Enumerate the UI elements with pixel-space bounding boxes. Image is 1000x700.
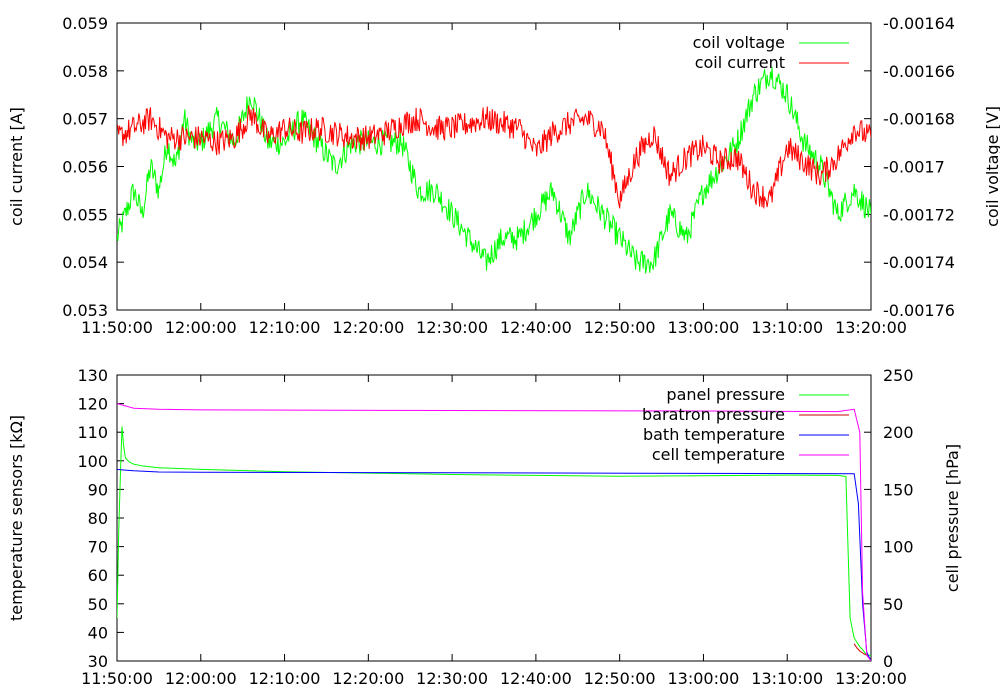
series-line-cell-temperature bbox=[117, 403, 871, 661]
x-tick-label: 11:50:00 bbox=[81, 318, 153, 337]
legend-label: coil current bbox=[695, 53, 785, 72]
y-axis-label: temperature sensors [kΩ] bbox=[7, 415, 26, 621]
y-tick-label: 70 bbox=[88, 538, 108, 557]
y-tick-label: 0.055 bbox=[62, 205, 108, 224]
x-tick-label: 12:00:00 bbox=[165, 318, 237, 337]
x-tick-label: 12:30:00 bbox=[416, 669, 488, 688]
chart-1: 11:50:00 12:00:00 12:10:00 12:20:00 12:30:00… bbox=[7, 366, 962, 688]
series-line-baratron-pressure bbox=[853, 643, 869, 656]
x-tick-label: 13:20:00 bbox=[835, 318, 907, 337]
y2-tick-label: -0.00164 bbox=[883, 14, 955, 33]
legend-label: bath temperature bbox=[643, 425, 785, 444]
x-tick-label: 13:00:00 bbox=[668, 318, 740, 337]
y2-tick-label: 0 bbox=[883, 652, 893, 671]
x-tick-label: 12:20:00 bbox=[332, 318, 404, 337]
y-tick-label: 90 bbox=[88, 480, 108, 499]
y-tick-label: 0.057 bbox=[62, 110, 108, 129]
y2-tick-label: 100 bbox=[883, 538, 914, 557]
y2-tick-label: 250 bbox=[883, 366, 914, 385]
x-tick-label: 13:00:00 bbox=[668, 669, 740, 688]
x-tick-label: 12:50:00 bbox=[584, 318, 656, 337]
x-tick-label: 12:10:00 bbox=[249, 318, 321, 337]
y-tick-label: 100 bbox=[77, 452, 108, 471]
y2-tick-label: -0.0017 bbox=[883, 158, 945, 177]
y2-tick-label: -0.00166 bbox=[883, 62, 955, 81]
y2-tick-label: 50 bbox=[883, 595, 903, 614]
series-line-coil-voltage bbox=[117, 67, 871, 274]
y-tick-label: 50 bbox=[88, 595, 108, 614]
y2-axis-label: cell pressure [hPa] bbox=[943, 444, 962, 592]
y-axis-label: coil current [A] bbox=[7, 107, 26, 226]
y2-tick-label: -0.00176 bbox=[883, 301, 955, 320]
chart-0: 11:50:00 12:00:00 12:10:00 12:20:00 12:30:00… bbox=[7, 14, 1000, 337]
x-tick-label: 11:50:00 bbox=[81, 669, 153, 688]
x-tick-label: 13:10:00 bbox=[751, 669, 823, 688]
x-tick-label: 13:20:00 bbox=[835, 669, 907, 688]
x-tick-label: 12:20:00 bbox=[332, 669, 404, 688]
y-tick-label: 120 bbox=[77, 395, 108, 414]
y-tick-label: 60 bbox=[88, 566, 108, 585]
x-tick-label: 13:10:00 bbox=[751, 318, 823, 337]
x-tick-label: 12:10:00 bbox=[249, 669, 321, 688]
series-line-bath-temperature bbox=[117, 468, 871, 661]
y-tick-label: 30 bbox=[88, 652, 108, 671]
y-tick-label: 0.059 bbox=[62, 14, 108, 33]
x-tick-label: 12:30:00 bbox=[416, 318, 488, 337]
y-tick-label: 0.058 bbox=[62, 62, 108, 81]
y-tick-label: 110 bbox=[77, 423, 108, 442]
y2-axis-label: coil voltage [V] bbox=[983, 106, 1000, 227]
y2-tick-label: -0.00174 bbox=[883, 253, 955, 272]
series-line-coil-current bbox=[117, 105, 871, 209]
x-tick-label: 12:00:00 bbox=[165, 669, 237, 688]
legend-label: cell temperature bbox=[652, 445, 785, 464]
x-tick-label: 12:40:00 bbox=[500, 318, 572, 337]
legend-label: baratron pressure bbox=[642, 405, 785, 424]
y-tick-label: 130 bbox=[77, 366, 108, 385]
legend-label: panel pressure bbox=[666, 385, 785, 404]
y-tick-label: 80 bbox=[88, 509, 108, 528]
y-tick-label: 0.053 bbox=[62, 301, 108, 320]
x-tick-label: 12:40:00 bbox=[500, 669, 572, 688]
y2-tick-label: -0.00172 bbox=[883, 205, 955, 224]
y-tick-label: 40 bbox=[88, 623, 108, 642]
y2-tick-label: 150 bbox=[883, 480, 914, 499]
series-line-panel-pressure bbox=[117, 426, 871, 656]
y2-tick-label: -0.00168 bbox=[883, 110, 955, 129]
y-tick-label: 0.054 bbox=[62, 253, 108, 272]
x-tick-label: 12:50:00 bbox=[584, 669, 656, 688]
y-tick-label: 0.056 bbox=[62, 158, 108, 177]
y2-tick-label: 200 bbox=[883, 423, 914, 442]
legend-label: coil voltage bbox=[693, 33, 785, 52]
